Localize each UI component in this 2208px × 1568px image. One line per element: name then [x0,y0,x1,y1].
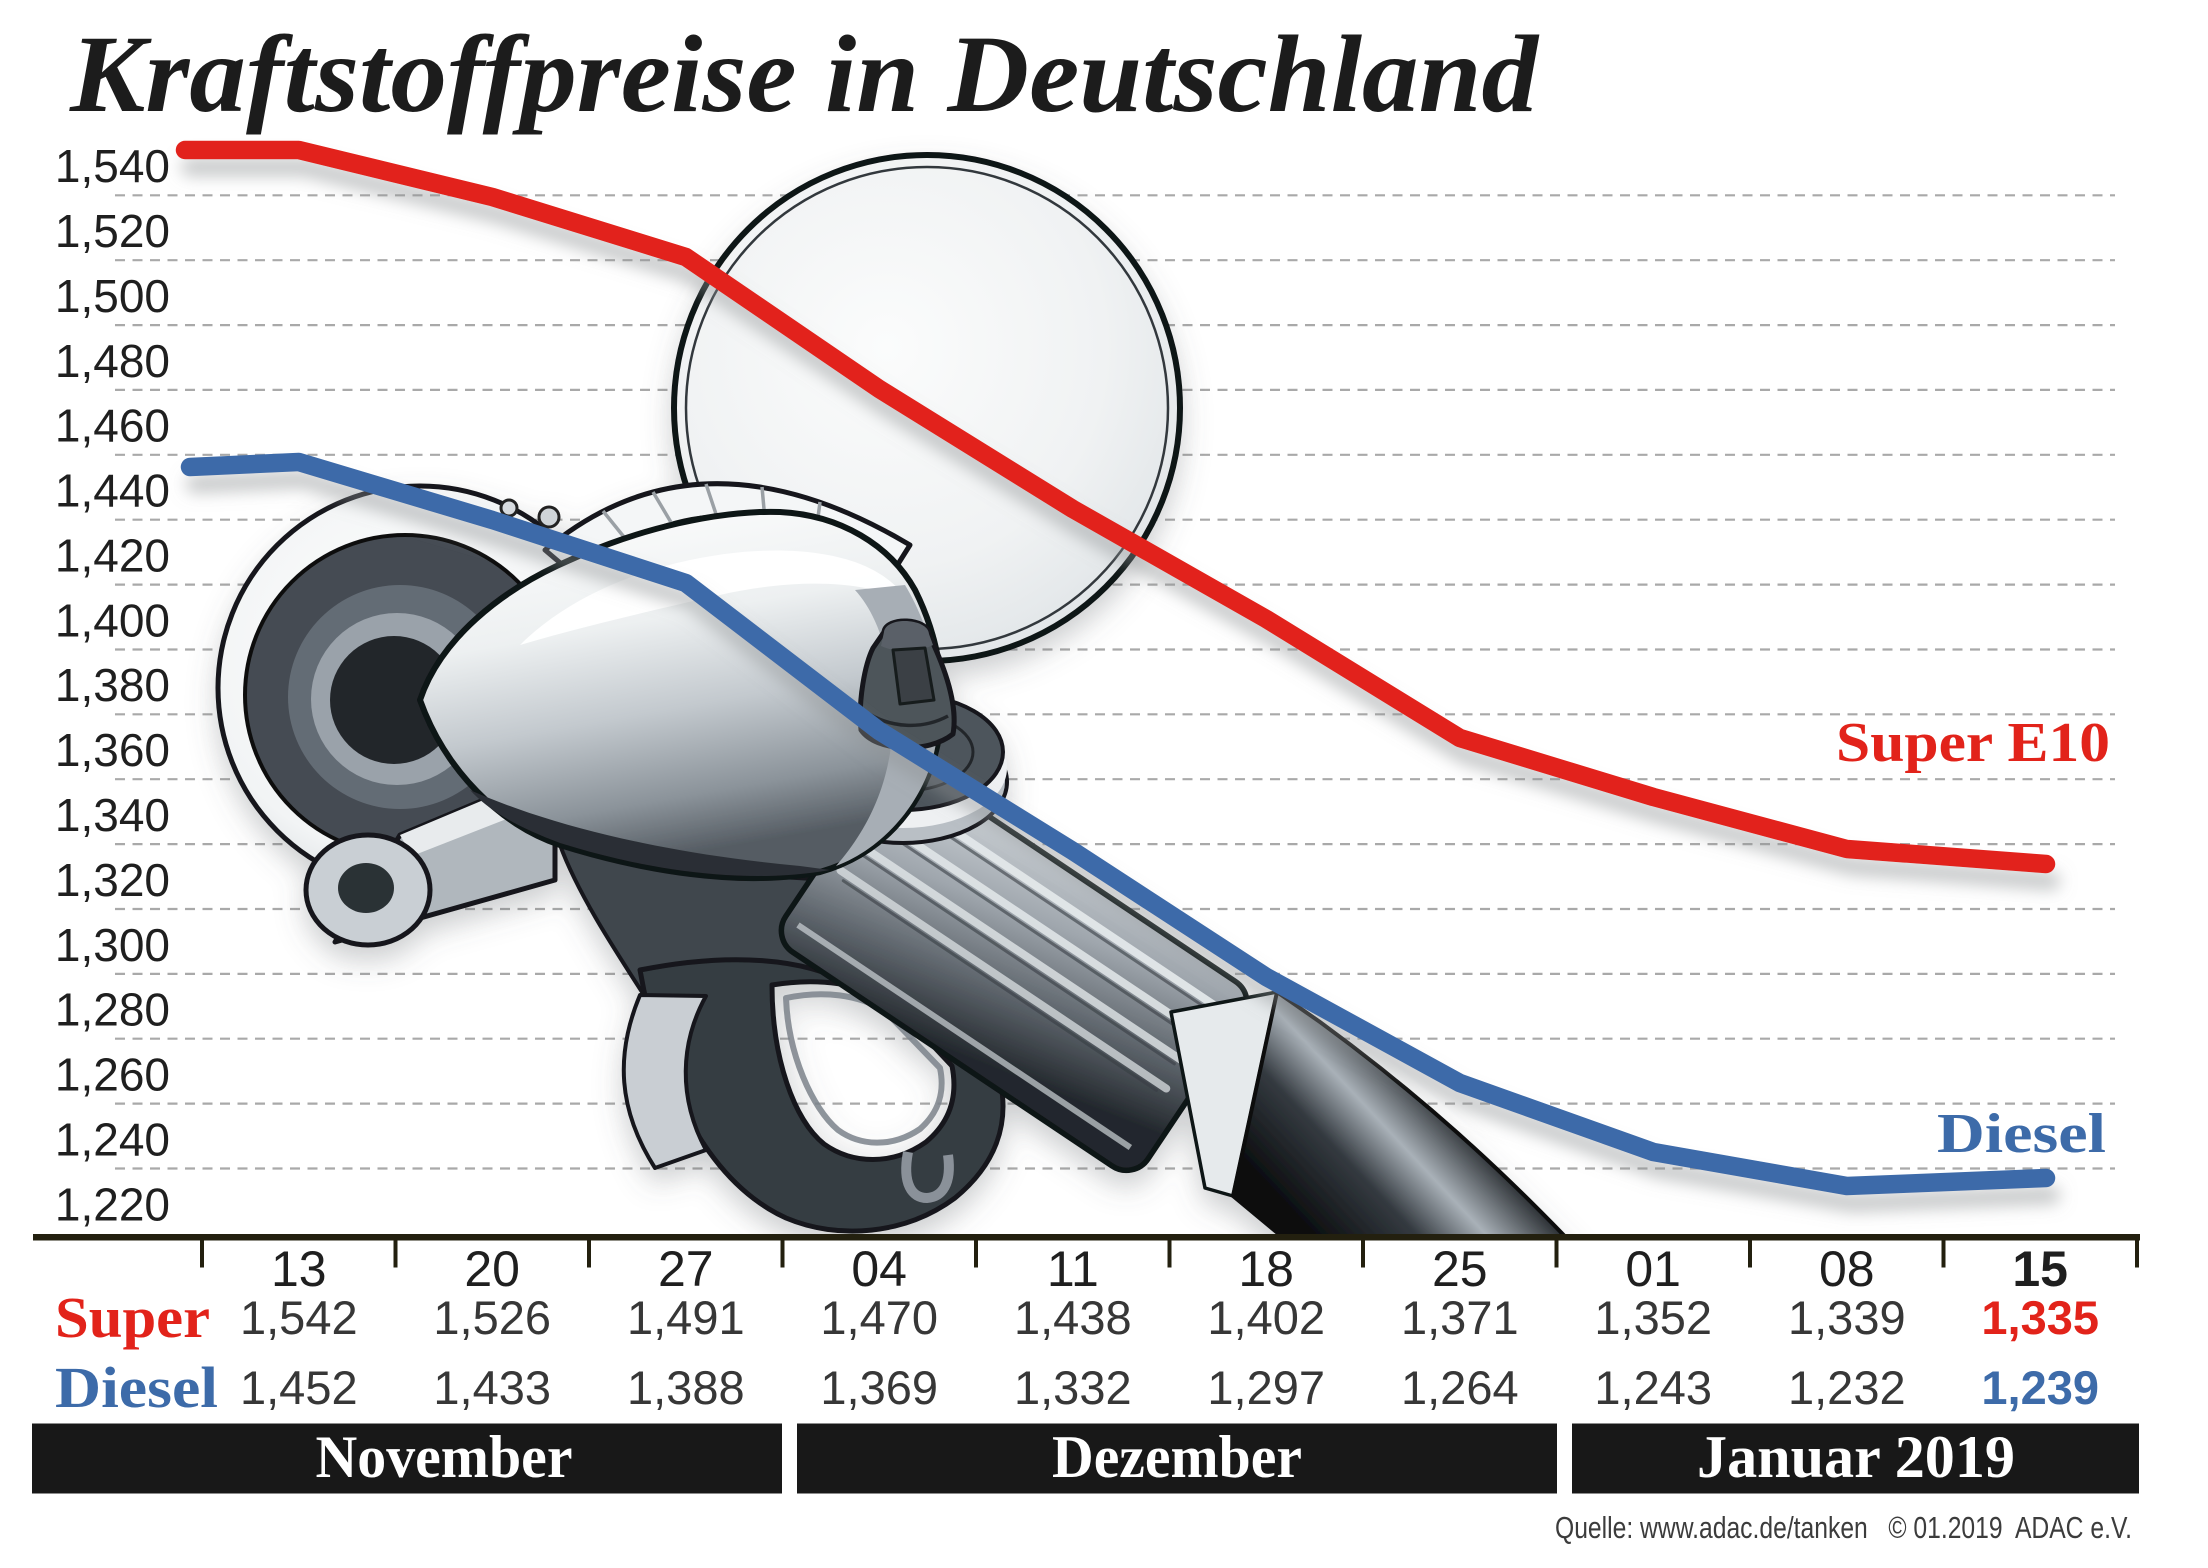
svg-text:1,420: 1,420 [55,530,170,582]
svg-text:1,264: 1,264 [1401,1361,1519,1414]
svg-text:1,452: 1,452 [240,1361,358,1414]
svg-text:20: 20 [464,1241,520,1297]
svg-text:1,520: 1,520 [55,205,170,257]
svg-text:1,402: 1,402 [1207,1291,1325,1344]
svg-text:1,491: 1,491 [627,1291,745,1344]
svg-text:1,339: 1,339 [1788,1291,1906,1344]
svg-text:18: 18 [1238,1241,1294,1297]
svg-text:1,388: 1,388 [627,1361,745,1414]
svg-text:1,232: 1,232 [1788,1361,1906,1414]
svg-text:04: 04 [851,1241,907,1297]
svg-text:1,400: 1,400 [55,594,170,646]
svg-text:1,440: 1,440 [55,465,170,517]
svg-text:1,470: 1,470 [820,1291,938,1344]
svg-text:1,297: 1,297 [1207,1361,1325,1414]
svg-text:November: November [316,1424,573,1490]
svg-text:1,460: 1,460 [55,400,170,452]
svg-text:1,360: 1,360 [55,724,170,776]
svg-text:1,380: 1,380 [55,659,170,711]
svg-text:Kraftstoffpreise in Deutschlan: Kraftstoffpreise in Deutschland [69,13,1540,135]
svg-text:Dezember: Dezember [1052,1424,1302,1490]
svg-text:1,220: 1,220 [55,1178,170,1230]
svg-text:1,369: 1,369 [820,1361,938,1414]
svg-text:01: 01 [1625,1241,1681,1297]
svg-text:08: 08 [1819,1241,1875,1297]
svg-text:1,332: 1,332 [1014,1361,1132,1414]
svg-text:Diesel: Diesel [1937,1103,2106,1165]
svg-text:1,500: 1,500 [55,270,170,322]
svg-text:11: 11 [1047,1241,1099,1297]
svg-text:1,433: 1,433 [433,1361,551,1414]
svg-text:Diesel: Diesel [55,1355,218,1420]
svg-text:1,352: 1,352 [1594,1291,1712,1344]
svg-text:1,340: 1,340 [55,789,170,841]
svg-text:13: 13 [271,1241,327,1297]
svg-text:1,320: 1,320 [55,854,170,906]
svg-text:1,243: 1,243 [1594,1361,1712,1414]
svg-text:25: 25 [1432,1241,1488,1297]
svg-text:1,526: 1,526 [433,1291,551,1344]
svg-text:1,239: 1,239 [1981,1361,2099,1414]
svg-text:Quelle: www.adac.de/tanken ©: Quelle: www.adac.de/tanken © 01.2019 ADA… [1555,1510,2132,1545]
svg-text:1,480: 1,480 [55,335,170,387]
svg-text:1,260: 1,260 [55,1049,170,1101]
svg-text:1,438: 1,438 [1014,1291,1132,1344]
svg-text:Super: Super [55,1285,210,1350]
svg-text:Super E10: Super E10 [1836,712,2110,774]
svg-text:1,542: 1,542 [240,1291,358,1344]
svg-text:1,540: 1,540 [55,140,170,192]
svg-text:1,300: 1,300 [55,919,170,971]
svg-text:15: 15 [2012,1241,2068,1297]
svg-text:1,240: 1,240 [55,1113,170,1165]
svg-text:1,280: 1,280 [55,984,170,1036]
svg-text:1,335: 1,335 [1981,1291,2099,1344]
svg-text:Januar 2019: Januar 2019 [1697,1424,2015,1490]
svg-text:1,371: 1,371 [1401,1291,1519,1344]
svg-text:27: 27 [658,1241,714,1297]
